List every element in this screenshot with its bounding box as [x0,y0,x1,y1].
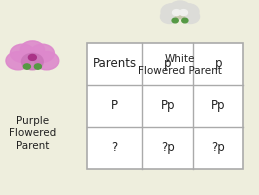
Circle shape [161,10,178,23]
Bar [87,43,243,169]
Text: p: p [164,57,171,70]
Circle shape [175,12,185,19]
Circle shape [172,18,178,23]
Circle shape [161,4,182,20]
Text: ?: ? [111,141,118,154]
Circle shape [178,4,199,20]
Circle shape [172,10,181,16]
Text: p: p [214,57,222,70]
Text: ?p: ?p [211,141,225,154]
Text: ?p: ?p [161,141,175,154]
Text: Pp: Pp [161,99,175,112]
Text: Parents: Parents [92,57,137,70]
Circle shape [30,44,54,62]
Circle shape [169,1,191,17]
Circle shape [6,52,30,70]
Circle shape [21,53,43,70]
Text: P: P [111,99,118,112]
Circle shape [35,52,59,70]
Circle shape [23,64,30,69]
Circle shape [28,54,36,60]
Circle shape [20,41,45,59]
Circle shape [182,18,188,23]
Text: Pp: Pp [211,99,225,112]
Text: White
Flowered Parent: White Flowered Parent [138,54,222,76]
Circle shape [34,64,41,69]
Circle shape [179,10,188,16]
Circle shape [10,44,34,62]
Circle shape [182,10,199,23]
Text: Purple
Flowered
Parent: Purple Flowered Parent [9,116,56,151]
